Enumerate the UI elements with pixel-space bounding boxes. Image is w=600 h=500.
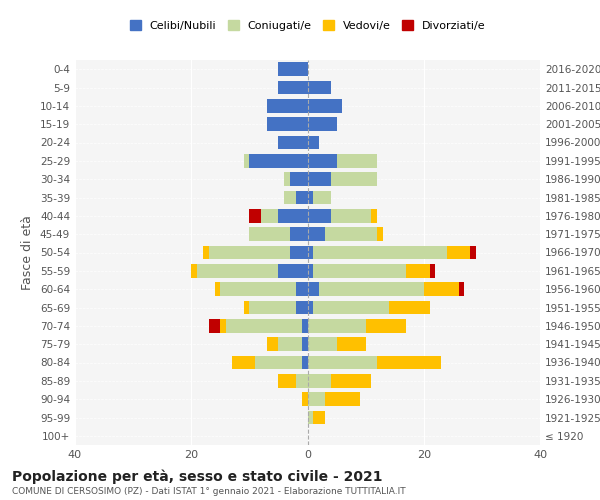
Bar xyxy=(406,264,430,278)
Bar xyxy=(308,118,337,131)
Bar xyxy=(377,356,441,370)
Bar xyxy=(308,209,331,222)
Bar xyxy=(267,338,278,351)
Bar xyxy=(278,209,308,222)
Bar xyxy=(278,264,308,278)
Bar xyxy=(337,154,377,168)
Bar xyxy=(290,228,308,241)
Bar xyxy=(278,80,308,94)
Bar xyxy=(267,118,308,131)
Bar xyxy=(267,99,308,112)
Bar xyxy=(331,209,371,222)
Bar xyxy=(371,209,377,222)
Bar xyxy=(313,246,447,260)
Text: Popolazione per età, sesso e stato civile - 2021: Popolazione per età, sesso e stato civil… xyxy=(12,470,383,484)
Bar xyxy=(250,154,308,168)
Bar xyxy=(250,209,261,222)
Bar xyxy=(447,246,470,260)
Bar xyxy=(377,228,383,241)
Bar xyxy=(302,338,308,351)
Bar xyxy=(308,172,331,186)
Bar xyxy=(337,338,365,351)
Bar xyxy=(255,356,302,370)
Bar xyxy=(313,410,325,424)
Bar xyxy=(226,319,302,332)
Y-axis label: Fasce di età: Fasce di età xyxy=(22,215,34,290)
Text: COMUNE DI CERSOSIMO (PZ) - Dati ISTAT 1° gennaio 2021 - Elaborazione TUTTITALIA.: COMUNE DI CERSOSIMO (PZ) - Dati ISTAT 1°… xyxy=(12,488,406,496)
Bar xyxy=(284,190,296,204)
Bar xyxy=(278,374,296,388)
Bar xyxy=(308,374,331,388)
Bar xyxy=(365,319,406,332)
Bar xyxy=(325,392,360,406)
Bar xyxy=(308,410,313,424)
Bar xyxy=(220,319,226,332)
Bar xyxy=(308,246,313,260)
Bar xyxy=(308,392,325,406)
Bar xyxy=(278,62,308,76)
Bar xyxy=(319,282,424,296)
Bar xyxy=(308,319,365,332)
Bar xyxy=(203,246,209,260)
Bar xyxy=(244,300,250,314)
Bar xyxy=(458,282,464,296)
Bar xyxy=(209,246,290,260)
Bar xyxy=(308,264,313,278)
Bar xyxy=(302,392,308,406)
Bar xyxy=(191,264,197,278)
Bar xyxy=(424,282,458,296)
Bar xyxy=(209,319,220,332)
Bar xyxy=(296,374,308,388)
Bar xyxy=(302,356,308,370)
Bar xyxy=(215,282,220,296)
Bar xyxy=(290,172,308,186)
Bar xyxy=(308,338,337,351)
Bar xyxy=(308,228,325,241)
Bar xyxy=(308,136,319,149)
Bar xyxy=(308,282,319,296)
Bar xyxy=(278,338,302,351)
Bar xyxy=(331,374,371,388)
Bar xyxy=(197,264,278,278)
Bar xyxy=(278,136,308,149)
Legend: Celibi/Nubili, Coniugati/e, Vedovi/e, Divorziati/e: Celibi/Nubili, Coniugati/e, Vedovi/e, Di… xyxy=(125,16,490,35)
Bar xyxy=(308,99,343,112)
Bar xyxy=(296,282,308,296)
Bar xyxy=(302,319,308,332)
Bar xyxy=(296,190,308,204)
Bar xyxy=(313,264,406,278)
Bar xyxy=(313,190,331,204)
Bar xyxy=(232,356,255,370)
Bar xyxy=(308,190,313,204)
Bar xyxy=(325,228,377,241)
Bar xyxy=(313,300,389,314)
Bar xyxy=(296,300,308,314)
Bar xyxy=(244,154,250,168)
Bar xyxy=(250,228,290,241)
Bar xyxy=(308,356,377,370)
Bar xyxy=(470,246,476,260)
Bar xyxy=(331,172,377,186)
Bar xyxy=(389,300,430,314)
Bar xyxy=(284,172,290,186)
Bar xyxy=(250,300,296,314)
Bar xyxy=(290,246,308,260)
Bar xyxy=(308,154,337,168)
Bar xyxy=(430,264,436,278)
Bar xyxy=(261,209,278,222)
Bar xyxy=(308,80,331,94)
Bar xyxy=(220,282,296,296)
Bar xyxy=(308,300,313,314)
